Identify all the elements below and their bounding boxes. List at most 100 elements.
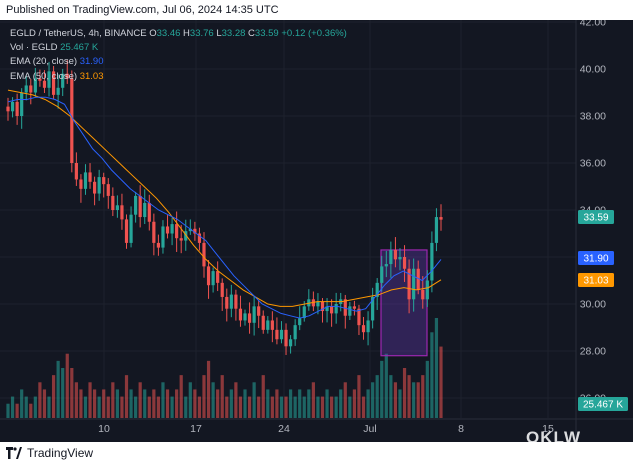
candle-body (147, 202, 151, 222)
price-label-text: 25.467 K (583, 400, 623, 411)
low-value: 33.28 (221, 28, 246, 39)
volume-bar (434, 318, 439, 418)
volume-bar (202, 375, 206, 418)
watermark-sub: 区块链网 (526, 450, 566, 461)
volume-bar (421, 375, 425, 418)
volume-bar (439, 346, 443, 418)
volume-bar (106, 396, 110, 418)
candle-body (111, 195, 115, 210)
candle-body (252, 306, 256, 323)
volume-bar (371, 382, 375, 418)
volume-bar (402, 368, 407, 418)
volume-bar (416, 382, 420, 418)
volume-bar (252, 382, 256, 418)
candle-body (266, 320, 270, 330)
price-label-bg (578, 210, 614, 224)
volume-bar (288, 389, 293, 418)
price-label: 25.467 K (578, 397, 628, 411)
volume-bar (357, 375, 361, 418)
candle-body (56, 87, 60, 95)
candle-body (206, 266, 211, 286)
volume-label: Vol · EGLD (10, 42, 58, 54)
volume-bar (257, 396, 261, 418)
close-value: 33.59 (254, 28, 279, 39)
volume-bar (197, 396, 202, 418)
candle-body (225, 296, 229, 309)
volume-bars (6, 318, 443, 418)
candle-body (284, 329, 288, 347)
price-label-bg (578, 397, 628, 411)
candle-body (302, 306, 306, 319)
volume-bar (407, 375, 411, 418)
volume-bar (42, 389, 47, 418)
tradingview-logo[interactable]: TradingView (6, 446, 93, 460)
volume-bar (293, 396, 297, 418)
candle-body (83, 172, 88, 189)
volume-bar (211, 382, 215, 418)
volume-bar (65, 353, 69, 418)
price-label-bg (578, 251, 614, 265)
ema20-line (7, 96, 442, 319)
x-tick-label: Jul (363, 423, 376, 435)
candle-body (106, 184, 110, 196)
candle-body (65, 73, 69, 79)
y-tick-label: 30.00 (580, 299, 606, 311)
candle-body (238, 308, 243, 321)
change-value: +0.12 (+0.36%) (281, 28, 347, 39)
candle-body (138, 195, 142, 218)
candle-body (398, 257, 402, 260)
volume-bar (279, 396, 284, 418)
x-tick-label: 8 (458, 423, 464, 435)
high-label: H (183, 28, 190, 39)
candle-body (229, 294, 233, 309)
volume-bar (206, 360, 211, 418)
candlestick-chart[interactable]: 42.0040.0038.0036.0034.0032.0030.0028.00… (0, 20, 633, 442)
candle-body (29, 85, 33, 93)
price-label: 33.59 (578, 210, 614, 224)
candle-body (416, 268, 420, 290)
ema50-value: 31.03 (79, 70, 104, 82)
volume-bar (79, 389, 83, 418)
candle-body (120, 205, 124, 220)
candle-body (33, 78, 37, 93)
open-label: O (149, 28, 157, 39)
tradingview-logo-icon (6, 447, 22, 459)
volume-bar (330, 396, 334, 418)
volume-bar (234, 382, 238, 418)
candles (6, 60, 443, 355)
volume-value: 25.467 K (60, 42, 99, 54)
volume-bar (129, 389, 133, 418)
volume-bar (115, 389, 119, 418)
volume-bar (193, 389, 197, 418)
volume-bar (24, 396, 28, 418)
volume-bar (275, 389, 279, 418)
candle-body (220, 282, 224, 297)
chart-area[interactable]: 42.0040.0038.0036.0034.0032.0030.0028.00… (0, 20, 633, 442)
volume-bar (380, 360, 384, 418)
price-label-text: 31.90 (583, 254, 608, 265)
volume-bar (10, 396, 15, 418)
site-watermark: OKLW 区块链网 (526, 428, 581, 461)
volume-bar (33, 396, 37, 418)
candle-body (288, 339, 293, 347)
price-label-text: 33.59 (583, 213, 608, 224)
candle-body (42, 80, 47, 88)
volume-bar (134, 396, 138, 418)
candle-body (202, 242, 206, 267)
volume-bar (170, 396, 174, 418)
volume-bar (425, 360, 429, 418)
volume-bar (375, 375, 379, 418)
volume-bar (298, 389, 302, 418)
candle-body (293, 325, 297, 340)
open-value: 33.46 (156, 28, 181, 39)
volume-bar (147, 396, 151, 418)
ema50-line (7, 89, 442, 307)
volume-bar (334, 396, 338, 418)
candle-body (51, 71, 56, 95)
candle-body (361, 325, 366, 333)
volume-bar (247, 396, 252, 418)
volume-bar (361, 396, 366, 418)
candle-body (20, 92, 24, 116)
time-axis[interactable]: 10 17 24 Jul 8 15 (98, 423, 554, 435)
candle-body (384, 264, 388, 267)
